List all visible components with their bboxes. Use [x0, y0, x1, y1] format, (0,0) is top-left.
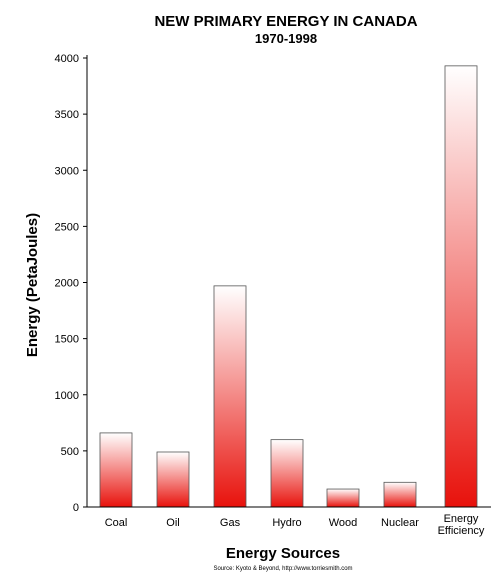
y-tick-label: 2000: [55, 278, 79, 290]
x-tick-label: Oil: [166, 517, 179, 529]
y-tick-label: 500: [61, 446, 79, 458]
y-tick-label: 1500: [55, 334, 79, 346]
y-axis-title: Energy (PetaJoules): [24, 213, 41, 357]
x-tick-label: Hydro: [272, 517, 301, 529]
source-note: Source: Kyoto & Beyond, http://www.torri…: [213, 566, 352, 572]
x-tick-label: Gas: [220, 517, 241, 529]
bar-wood: [326, 488, 360, 508]
chart-title: NEW PRIMARY ENERGY IN CANADA: [154, 13, 417, 30]
bar-hydro: [270, 439, 304, 508]
x-tick-label: Wood: [329, 517, 358, 529]
bar-coal: [99, 432, 133, 508]
bars: [99, 65, 478, 508]
y-tick-label: 3500: [55, 109, 79, 121]
x-tick-label: Coal: [105, 517, 128, 529]
y-tick-label: 2500: [55, 221, 79, 233]
x-tick-label: Nuclear: [381, 517, 419, 529]
y-tick-label: 1000: [55, 390, 79, 402]
y-axis-ticks: 0 500 1000 1500 2000 2500 3000 3500 4000: [55, 53, 87, 514]
x-axis-title: Energy Sources: [226, 545, 340, 562]
bar-nuclear: [383, 481, 417, 508]
x-axis-labels: Coal Oil Gas Hydro Wood Nuclear Energy Efficien…: [105, 513, 485, 537]
bar-gas: [213, 285, 247, 508]
x-tick-label: Energy Efficiency: [438, 513, 485, 537]
chart-subtitle: 1970-1998: [255, 31, 317, 46]
bar-energy-efficiency: [444, 65, 478, 508]
bar-oil: [156, 451, 190, 508]
y-tick-label: 4000: [55, 53, 79, 65]
y-tick-label: 0: [73, 502, 79, 514]
y-tick-label: 3000: [55, 165, 79, 177]
